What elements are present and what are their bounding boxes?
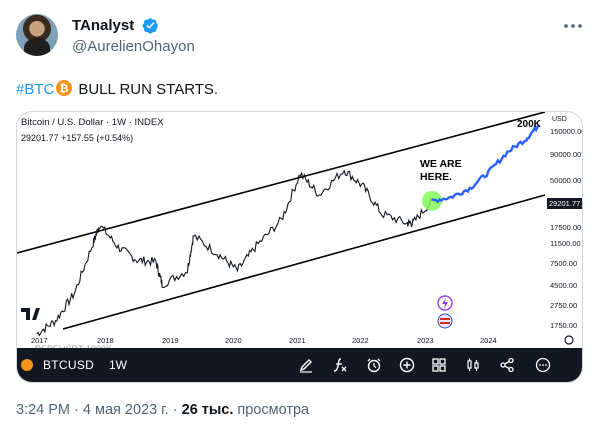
interval-label[interactable]: 1W — [109, 358, 127, 372]
chart-price: 29201.77 +157.55 (+0.54%) — [21, 133, 133, 143]
x-tick-label: 2023 — [417, 336, 434, 345]
y-tick-label: 50000.00 — [550, 176, 581, 185]
x-tick-label: 2021 — [289, 336, 306, 345]
channel-lower-line — [62, 194, 546, 330]
chart-title: Bitcoin / U.S. Dollar · 1W · INDEX — [21, 117, 164, 128]
y-tick-label: 4500.00 — [550, 281, 577, 290]
views-count: 26 тыс. — [181, 402, 234, 418]
chart-settings-icon — [564, 335, 574, 345]
timestamp-date: 3:24 PM · 4 мая 2023 г. · — [16, 402, 182, 418]
lightning-bolt-icon — [442, 298, 448, 309]
candles-icon[interactable] — [465, 357, 481, 373]
y-tick-label: 17500.00 — [550, 223, 581, 232]
x-tick-label: 2024 — [480, 336, 497, 345]
projection-series-line — [431, 123, 540, 204]
bitcoin-icon: ₿ — [56, 80, 73, 96]
x-tick-label: 2018 — [97, 336, 114, 345]
bitcoin-coin-icon — [21, 359, 33, 371]
chart-toolbar: BTCUSD 1W — [17, 348, 582, 382]
price-chart: PEPEUSDT 1000KWE AREHERE.200K150000.0090… — [17, 112, 582, 354]
current-price-tag — [547, 198, 582, 209]
tweet-timestamp[interactable]: 3:24 PM · 4 мая 2023 г. · 26 тыс. просмо… — [16, 402, 309, 418]
us-flag-stripe — [440, 318, 450, 320]
chart-price-value: 29201.77 — [21, 133, 59, 143]
symbol-label[interactable]: BTCUSD — [43, 358, 95, 372]
annotation-line-2: HERE. — [420, 171, 452, 183]
more-horizontal-icon[interactable] — [535, 357, 551, 373]
y-tick-label: 1750.00 — [550, 321, 577, 330]
y-tick-label: 7500.00 — [550, 259, 577, 268]
price-series-line — [36, 169, 433, 337]
tweet-body: BULL RUN STARTS. — [78, 81, 219, 98]
chart-price-change: +157.55 (+0.54%) — [61, 133, 134, 143]
y-tick-label: 29201.77 — [549, 199, 580, 208]
x-tick-label: 2022 — [352, 336, 369, 345]
current-position-marker — [422, 190, 443, 211]
currency-label: USD — [552, 116, 567, 123]
tradingview-logo — [21, 308, 40, 320]
y-tick-label: 90000.00 — [550, 150, 581, 159]
us-flag-event-icon — [437, 313, 453, 329]
layouts-icon[interactable] — [431, 357, 447, 373]
target-label: 200K — [517, 119, 542, 130]
formula-icon[interactable] — [332, 357, 348, 373]
y-tick-label: 150000.00 — [550, 127, 582, 136]
views-label: просмотра — [233, 402, 310, 418]
y-tick-label: 11500.00 — [550, 239, 581, 248]
verified-badge-icon — [142, 18, 158, 34]
draw-pen-icon[interactable] — [298, 357, 314, 373]
x-tick-label: 2019 — [162, 336, 179, 345]
share-icon[interactable] — [499, 357, 515, 373]
hashtag-link[interactable]: #BTC — [16, 81, 55, 98]
chart-image[interactable]: PEPEUSDT 1000KWE AREHERE.200K150000.0090… — [16, 111, 583, 383]
x-tick-label: 2020 — [225, 336, 242, 345]
y-tick-label: 2750.00 — [550, 301, 577, 310]
author-name[interactable]: TAnalyst — [72, 17, 135, 34]
avatar[interactable] — [16, 14, 58, 56]
x-tick-label: 2017 — [31, 336, 48, 345]
annotation-line-1: WE ARE — [420, 158, 462, 170]
svg-text:₿: ₿ — [60, 82, 69, 95]
tweet-text: #BTC ₿ BULL RUN STARTS. — [16, 80, 218, 100]
more-options-icon[interactable] — [562, 19, 584, 33]
author-handle[interactable]: @AurelienOhayon — [72, 38, 195, 55]
us-flag-stripe — [440, 322, 450, 324]
alert-clock-icon[interactable] — [366, 357, 382, 373]
add-circle-icon[interactable] — [399, 357, 415, 373]
